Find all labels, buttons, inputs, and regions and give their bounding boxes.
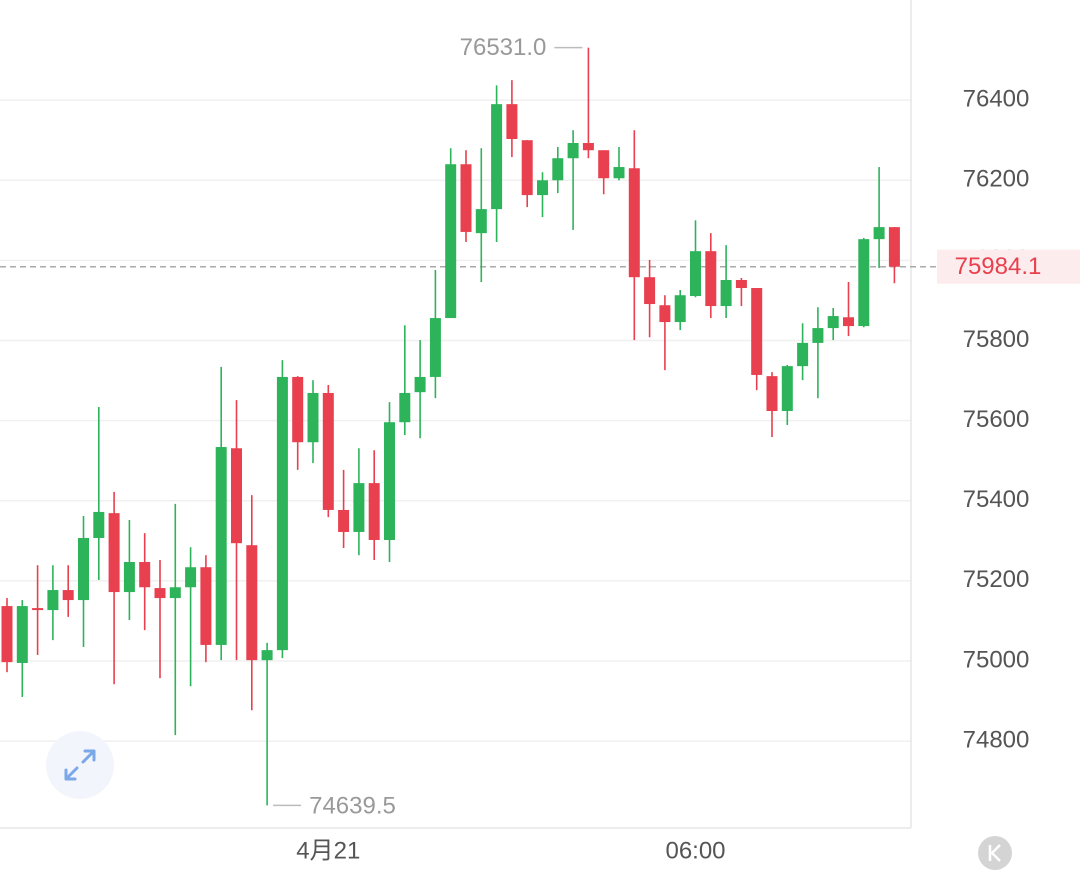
candle-body — [873, 227, 885, 240]
y-tick-label: 75200 — [963, 566, 1030, 593]
candle-body — [215, 447, 227, 645]
candle-body — [475, 209, 487, 234]
candle-body — [261, 650, 273, 661]
y-tick-label: 75400 — [963, 486, 1030, 513]
candle-body — [246, 545, 258, 661]
candle-body — [735, 280, 747, 289]
expand-circle — [46, 731, 114, 799]
candle-body — [16, 606, 28, 663]
y-tick-label: 75600 — [963, 406, 1030, 433]
candle-body — [414, 376, 426, 393]
candle-body — [429, 318, 441, 377]
candle-body — [720, 280, 732, 307]
k-icon — [988, 844, 1001, 862]
candle-body — [659, 305, 671, 323]
candle-body — [231, 448, 242, 544]
candle-body — [705, 251, 717, 307]
candle-body — [445, 164, 457, 319]
y-tick-label: 76200 — [963, 166, 1030, 193]
candle-body — [399, 392, 411, 423]
max-annotation-label: 76531.0 — [460, 34, 547, 61]
candle-body — [567, 143, 579, 159]
candle-body — [537, 180, 548, 196]
candle-body — [582, 143, 594, 151]
y-tick-label: 76400 — [963, 85, 1030, 112]
candle-body — [888, 227, 900, 267]
candle-body — [1, 606, 13, 663]
candle-body — [812, 328, 824, 343]
k-circle — [978, 836, 1012, 870]
candle-body — [384, 422, 395, 540]
candle-body — [169, 587, 181, 599]
candle-body — [843, 317, 854, 327]
y-tick-label: 74800 — [963, 726, 1030, 753]
expand-button[interactable] — [46, 731, 114, 799]
candle-body — [781, 366, 793, 411]
candle-body — [200, 567, 212, 645]
candle-body — [32, 608, 44, 611]
candle-body — [766, 376, 778, 411]
k-button[interactable] — [978, 836, 1012, 870]
candle-body — [858, 239, 870, 327]
candle-body — [491, 104, 503, 210]
candle-body — [521, 140, 533, 196]
last-price-bg — [937, 249, 1080, 284]
candle-body — [628, 168, 640, 278]
min-annotation-label: 74639.5 — [309, 793, 396, 820]
candle-body — [598, 150, 610, 179]
x-tick-label: 06:00 — [665, 837, 725, 864]
candle-body — [368, 483, 380, 540]
candle-body — [62, 590, 74, 601]
candle-body — [827, 316, 839, 329]
candle-body — [552, 158, 564, 181]
candle-body — [78, 537, 89, 601]
candle-body — [154, 588, 166, 599]
candle-body — [322, 392, 334, 510]
candle-body — [797, 342, 809, 367]
y-tick-label: 75000 — [963, 646, 1030, 673]
candle-body — [108, 513, 120, 593]
candle-body — [751, 288, 763, 375]
candle-body — [690, 251, 701, 297]
candle-body — [292, 376, 304, 443]
candle-body — [338, 509, 350, 532]
candle-body — [276, 376, 288, 651]
candle-body — [644, 277, 656, 305]
candle-body — [506, 104, 518, 140]
expand-icon — [64, 749, 96, 781]
candle-body — [674, 295, 686, 323]
candle-body — [93, 511, 105, 538]
candle-body — [47, 590, 59, 611]
candle-body — [139, 562, 151, 588]
x-tick-label: 4月21 — [296, 837, 360, 864]
candle-body — [123, 562, 135, 593]
candle-body — [353, 483, 365, 532]
candle-body — [613, 167, 625, 179]
y-tick-label: 75800 — [963, 326, 1030, 353]
candle-body — [185, 567, 197, 588]
last-price-label: 75984.1 — [955, 253, 1042, 280]
candle-body — [307, 392, 319, 443]
candle-body — [460, 164, 472, 232]
